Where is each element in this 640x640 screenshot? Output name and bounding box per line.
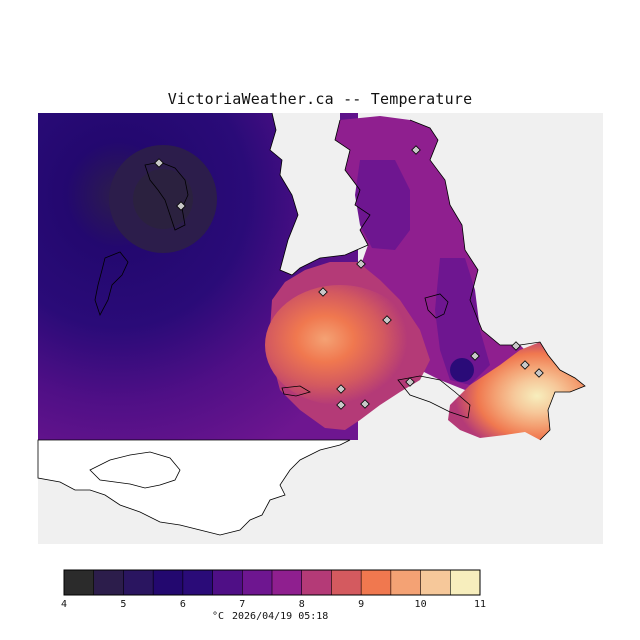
- station-marker[interactable]: [405, 377, 415, 387]
- station-marker[interactable]: [154, 158, 164, 168]
- island-central: [281, 385, 311, 397]
- station-marker[interactable]: [176, 201, 186, 211]
- station-markers: [154, 145, 544, 410]
- land-south-interior: [89, 451, 181, 489]
- station-marker[interactable]: [534, 368, 544, 378]
- station-marker[interactable]: [511, 341, 521, 351]
- cold-spot-east: [450, 358, 474, 382]
- coastline-mainland: [269, 112, 371, 276]
- station-marker[interactable]: [356, 259, 366, 269]
- land-mainland-north: [270, 113, 370, 275]
- map-title: VictoriaWeather.ca -- Temperature: [167, 90, 473, 108]
- island-west: [144, 161, 189, 231]
- island-east: [424, 293, 449, 319]
- island-peninsula: [397, 375, 471, 419]
- station-marker[interactable]: [382, 315, 392, 325]
- station-marker[interactable]: [360, 399, 370, 409]
- station-marker[interactable]: [336, 400, 346, 410]
- station-marker[interactable]: [470, 351, 480, 361]
- cold-core-inner: [133, 169, 193, 229]
- station-marker[interactable]: [336, 384, 346, 394]
- warm-core-central: [265, 285, 415, 405]
- station-marker[interactable]: [318, 287, 328, 297]
- island-west-small: [94, 251, 129, 317]
- cold-core: [109, 145, 217, 253]
- temperature-field-northeast-core: [355, 160, 410, 250]
- station-marker[interactable]: [520, 360, 530, 370]
- temperature-field-southeast: [448, 342, 585, 440]
- station-marker[interactable]: [411, 145, 421, 155]
- coastline-east: [409, 119, 586, 441]
